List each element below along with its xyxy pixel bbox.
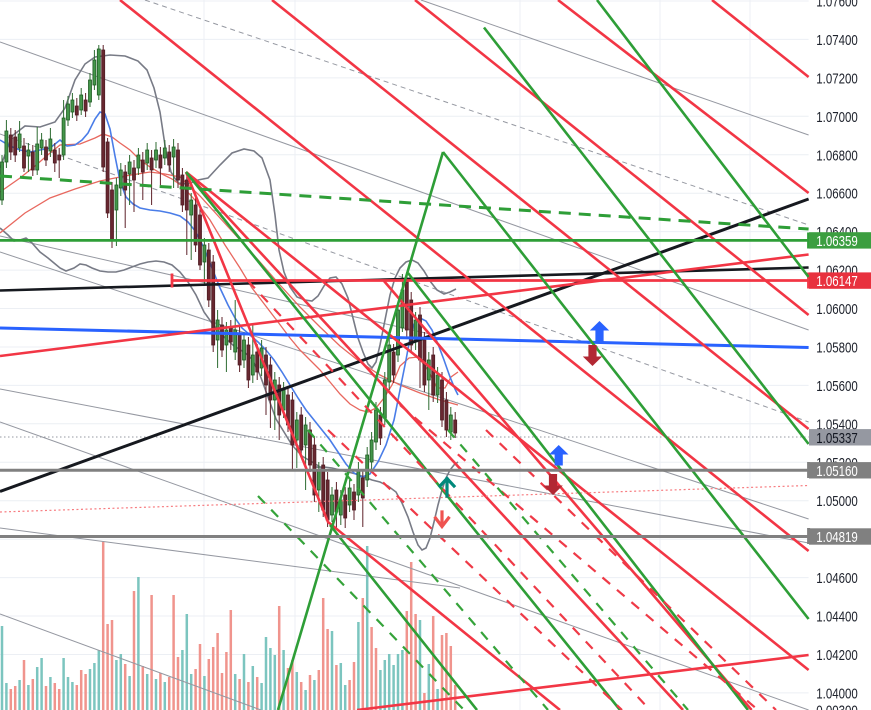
svg-text:1.06147: 1.06147 bbox=[816, 273, 858, 290]
svg-text:1.06600: 1.06600 bbox=[816, 186, 858, 203]
svg-text:1.05160: 1.05160 bbox=[816, 463, 858, 480]
svg-text:1.06000: 1.06000 bbox=[816, 301, 858, 318]
svg-text:0.00300: 0.00300 bbox=[816, 703, 858, 710]
svg-text:1.05800: 1.05800 bbox=[816, 340, 858, 357]
svg-text:1.05337: 1.05337 bbox=[816, 430, 858, 447]
svg-text:1.04000: 1.04000 bbox=[816, 685, 858, 702]
svg-text:1.04819: 1.04819 bbox=[816, 529, 858, 546]
svg-text:1.05000: 1.05000 bbox=[816, 493, 858, 510]
svg-text:1.07400: 1.07400 bbox=[816, 32, 858, 49]
svg-text:1.05400: 1.05400 bbox=[816, 416, 858, 433]
svg-text:1.06359: 1.06359 bbox=[816, 233, 858, 250]
svg-text:1.04400: 1.04400 bbox=[816, 609, 858, 626]
svg-text:1.07600: 1.07600 bbox=[816, 0, 858, 11]
svg-text:1.04200: 1.04200 bbox=[816, 647, 858, 664]
svg-text:1.07200: 1.07200 bbox=[816, 70, 858, 87]
svg-text:1.06800: 1.06800 bbox=[816, 147, 858, 164]
svg-text:1.04600: 1.04600 bbox=[816, 570, 858, 587]
svg-text:1.07000: 1.07000 bbox=[816, 109, 858, 126]
svg-text:1.05600: 1.05600 bbox=[816, 378, 858, 395]
